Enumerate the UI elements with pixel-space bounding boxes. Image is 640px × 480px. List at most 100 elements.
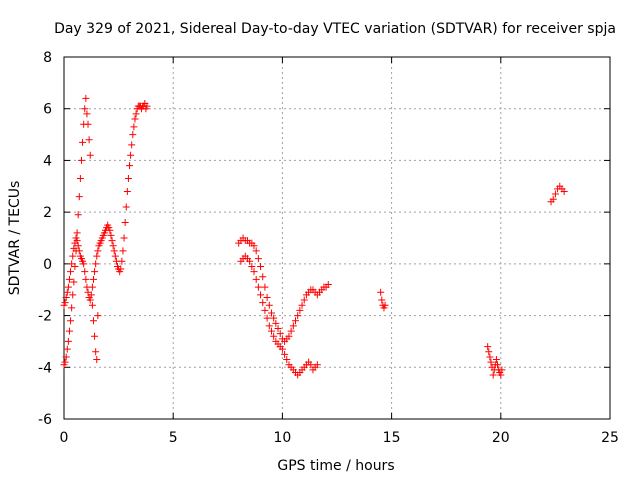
data-point [381,301,389,309]
data-point [107,231,115,239]
data-point [265,301,273,309]
data-point [143,102,151,110]
data-point [487,358,495,366]
data-point [274,325,282,332]
data-point [296,306,304,314]
data-point [89,317,97,325]
y-tick-label: -6 [38,412,52,428]
plot-frame [63,56,611,420]
data-point [324,281,332,289]
data-point [498,366,506,374]
data-point [73,237,81,245]
data-point [489,371,497,379]
data-point [298,301,306,309]
data-point [84,120,92,128]
data-point [62,353,70,361]
data-point [492,356,500,364]
data-point [86,296,94,304]
data-point [64,283,72,291]
data-point [486,353,494,361]
data-point [257,291,265,299]
data-points [60,94,568,379]
data-point [92,260,100,268]
data-point [292,317,300,325]
data-point [124,175,132,183]
x-tick-label: 5 [169,430,178,446]
data-point [560,187,568,195]
data-point [77,156,85,164]
data-point [93,356,101,364]
data-point [267,327,275,335]
data-point [246,257,254,265]
series-segment-2-upper [235,234,332,345]
data-point [128,141,136,149]
x-tick-label: 10 [273,430,291,446]
data-point [63,345,71,353]
data-point [118,257,126,265]
data-point [121,218,129,226]
data-point [313,361,321,369]
data-point [68,304,76,312]
series-segment-5 [547,182,568,206]
data-point [259,299,267,307]
data-point [74,211,82,219]
data-point [250,242,258,250]
data-point [257,262,265,270]
data-point [276,330,284,338]
data-point [132,110,140,118]
data-point [120,234,128,242]
data-point [62,293,70,301]
axis-ticks: 0 5 10 15 20 25 -6 -4 -2 0 2 4 6 8 [38,50,619,446]
chart-title: Day 329 of 2021, Sidereal Day-to-day VTE… [54,21,616,37]
data-point [89,275,97,283]
data-point [61,358,69,366]
y-tick-label: 8 [43,50,52,66]
data-point [265,322,273,330]
data-point [129,131,137,139]
data-point [294,312,302,320]
data-point [377,288,385,296]
data-point [65,275,73,283]
data-point [267,309,275,317]
data-point [80,260,88,268]
data-point [88,301,96,309]
data-point [111,252,119,260]
data-point [127,151,135,159]
data-point [281,350,289,358]
data-point [289,322,297,330]
data-point [551,190,559,198]
data-point [65,327,73,335]
data-point [74,242,82,250]
x-tick-label: 0 [60,430,69,446]
data-point [92,348,100,356]
data-point [494,361,502,369]
data-point [485,348,493,356]
data-point [117,265,125,273]
data-point [123,187,131,195]
data-point [285,332,293,340]
series-segment-3 [377,288,389,312]
data-point [263,293,271,301]
data-point [85,136,93,144]
series-segment-4 [484,343,506,379]
y-tick-label: -2 [38,309,52,325]
data-point [83,110,91,118]
data-point [94,247,102,255]
data-point [108,237,116,245]
y-tick-label: 4 [43,153,52,169]
data-point [61,299,69,307]
data-point [81,268,89,276]
data-point [63,288,71,296]
data-point [272,319,280,327]
data-point [250,268,258,276]
data-point [549,195,557,203]
data-point [252,247,260,255]
data-point [287,327,295,335]
data-point [254,283,262,291]
data-point [86,151,94,159]
data-point [79,138,87,146]
data-point [94,312,102,320]
data-point [252,275,260,283]
data-point [270,332,278,340]
